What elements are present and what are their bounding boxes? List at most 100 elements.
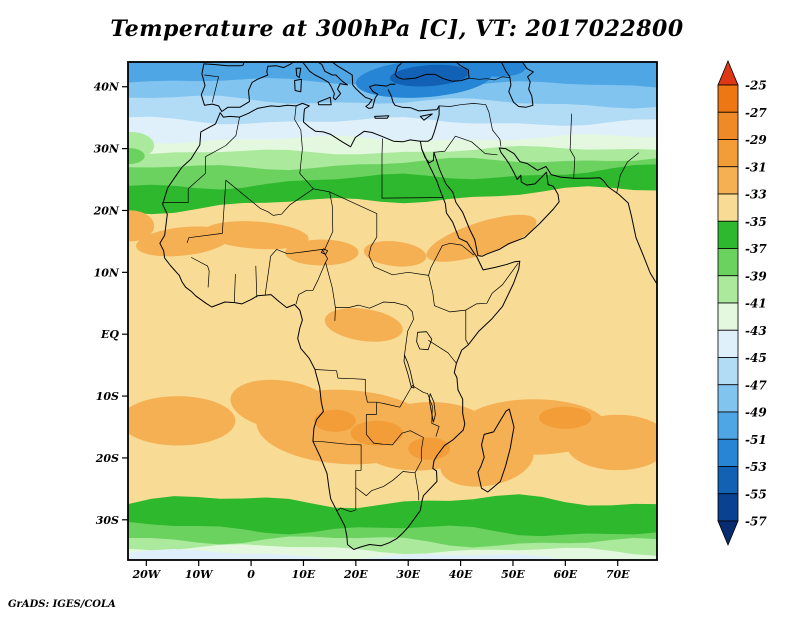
temp-patch xyxy=(313,409,356,432)
country-border xyxy=(312,440,362,513)
lon-tick-label: 10W xyxy=(185,568,214,581)
temperature-fill-layer xyxy=(128,62,657,560)
coastline xyxy=(203,62,245,67)
colorbar-cell xyxy=(717,166,739,195)
colorbar: -25 -27 -29 -31 -33 -35 -37 -39 -41 -43 -45 -47 -49 -… xyxy=(717,59,767,547)
country-border xyxy=(412,385,440,437)
temp-patch xyxy=(473,62,527,77)
country-border xyxy=(381,197,444,199)
temp-patch xyxy=(324,308,403,342)
colorbar-label: -47 xyxy=(745,378,767,392)
lat-tick-label: 30S xyxy=(96,514,119,527)
temp-patch xyxy=(230,379,335,431)
colorbar-cell xyxy=(717,493,739,522)
colorbar-cell xyxy=(717,329,739,358)
lon-tick-label: 20E xyxy=(343,568,368,581)
colorbar-cell xyxy=(717,302,739,331)
temp-patch xyxy=(408,437,451,460)
lon-tick-label: 30E xyxy=(396,568,420,581)
country-border xyxy=(162,116,240,203)
colorbar-arrow-up xyxy=(717,59,739,86)
temp-band xyxy=(128,549,657,560)
lat-tick-label: 20N xyxy=(93,204,120,217)
coastline xyxy=(374,115,390,119)
lat-tick-label: 10S xyxy=(96,390,119,403)
colorbar-cell xyxy=(717,275,739,304)
colorbar-cell xyxy=(717,411,739,440)
country-border xyxy=(186,179,227,243)
colorbar-label: -25 xyxy=(745,79,767,93)
country-border xyxy=(468,76,510,81)
colorbar-label: -27 xyxy=(745,106,767,120)
temp-patch xyxy=(128,210,155,242)
lake-outline xyxy=(428,393,436,423)
lon-tick-label: 0 xyxy=(247,568,255,581)
temp-patch xyxy=(363,241,427,267)
country-border xyxy=(233,273,236,303)
coastline xyxy=(421,147,657,285)
lon-tick-label: 10E xyxy=(292,568,316,581)
temp-patch xyxy=(389,64,469,87)
lake-outline xyxy=(320,248,328,255)
coastline xyxy=(295,67,302,78)
country-border xyxy=(404,342,407,356)
country-border xyxy=(294,105,314,190)
colorbar-label: -33 xyxy=(745,188,767,202)
coastline xyxy=(419,113,433,121)
country-border xyxy=(434,262,519,313)
coastline xyxy=(500,62,534,108)
colorbar-label: -43 xyxy=(745,324,767,338)
colorbar-label: -39 xyxy=(745,269,767,283)
temp-patch xyxy=(350,420,403,446)
grads-credit: GrADS: IGES/COLA xyxy=(8,599,116,610)
lon-tick-label: 60E xyxy=(553,568,577,581)
colorbar-cell xyxy=(717,193,739,222)
map-area xyxy=(127,61,658,561)
country-border xyxy=(428,340,457,364)
colorbar-cell xyxy=(717,220,739,249)
country-border xyxy=(569,113,576,179)
coastline xyxy=(394,62,470,82)
coastline xyxy=(477,408,515,493)
lat-tick-label: 20S xyxy=(95,452,119,465)
country-border xyxy=(441,242,475,256)
lon-tick-label: 50E xyxy=(501,568,525,581)
lon-tick-label: 20W xyxy=(131,568,161,581)
colorbar-cell xyxy=(717,466,739,495)
colorbar-cell xyxy=(717,384,739,413)
temp-patch xyxy=(539,406,592,429)
country-border xyxy=(616,152,640,194)
longitude-axis: 20W 10W 0 10E 20E 30E 40E 50E 60E 70E xyxy=(131,560,630,581)
colorbar-label: -51 xyxy=(745,433,767,447)
coastline xyxy=(331,62,396,109)
colorbar-cell xyxy=(717,438,739,467)
coastline xyxy=(200,62,295,112)
lon-tick-label: 40E xyxy=(449,568,473,581)
temp-patch xyxy=(204,221,309,250)
lat-tick-label: 10N xyxy=(94,266,120,279)
country-border xyxy=(255,265,258,298)
country-border xyxy=(225,179,314,216)
country-border xyxy=(204,74,219,103)
colorbar-label: -31 xyxy=(745,160,767,174)
country-border xyxy=(433,135,498,156)
lat-tick-label: 30N xyxy=(94,143,120,156)
map-frame xyxy=(127,61,658,561)
lat-tick-label: 40N xyxy=(94,81,120,94)
colorbar-label: -53 xyxy=(745,460,767,474)
colorbar-label: -57 xyxy=(745,515,767,529)
colorbar-label: -55 xyxy=(745,487,767,501)
colorbar-cell xyxy=(717,248,739,277)
colorbar-label: -35 xyxy=(745,215,767,229)
country-border xyxy=(465,309,469,346)
colorbar-label: -41 xyxy=(745,297,767,311)
chart-title: Temperature at 300hPa [C], VT: 201702280… xyxy=(110,16,683,42)
colorbar-label: -45 xyxy=(745,351,767,365)
temp-patch xyxy=(128,148,145,164)
temp-patch xyxy=(565,414,657,471)
country-border xyxy=(325,262,336,321)
temp-patch xyxy=(426,214,537,262)
colorbar-label: -37 xyxy=(745,242,767,256)
country-border xyxy=(373,266,435,307)
